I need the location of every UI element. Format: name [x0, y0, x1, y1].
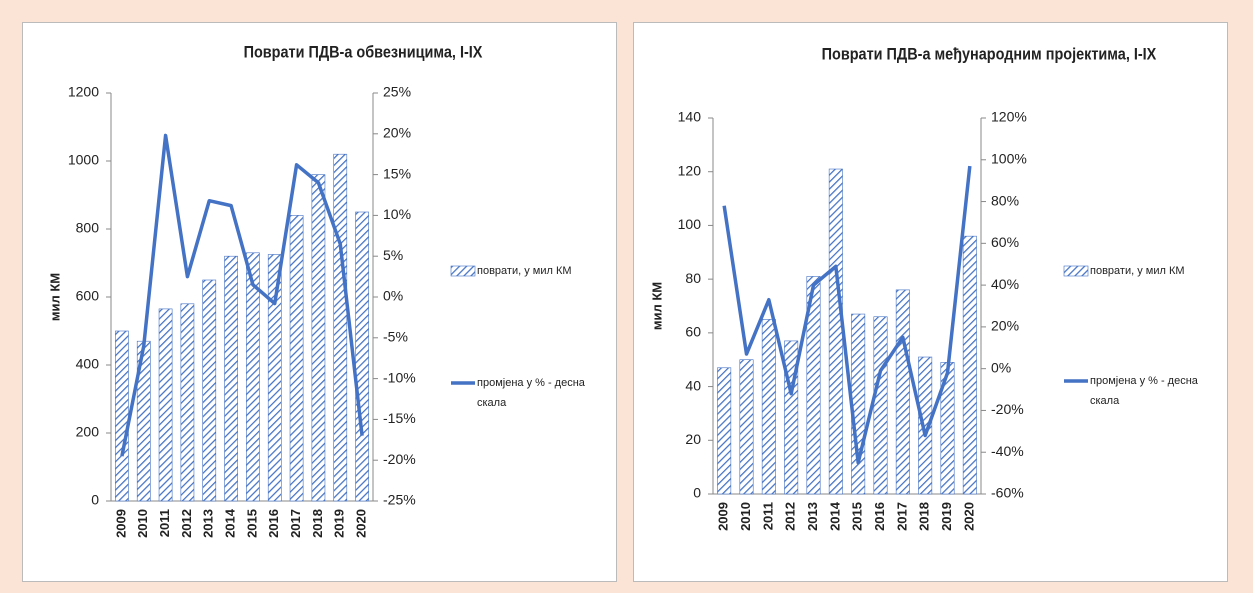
- x-tick-label: 2011: [157, 509, 172, 537]
- bar: [739, 359, 754, 495]
- bar: [267, 254, 282, 502]
- y-tick-label: 0: [91, 492, 99, 508]
- y2-tick-label: -5%: [383, 329, 408, 345]
- bar: [333, 153, 348, 502]
- y2-tick-label: 20%: [991, 318, 1019, 334]
- x-tick-label: 2016: [266, 509, 281, 538]
- x-tick-label: 2018: [310, 509, 325, 538]
- bar: [895, 289, 910, 495]
- bar: [761, 319, 776, 495]
- y-tick-label: 600: [76, 288, 100, 304]
- legend-swatch: [450, 265, 476, 277]
- bar: [355, 211, 369, 502]
- chart-panel: Поврати ПДВ-а обвезницима, I-IX мил КМ 0 20…: [22, 22, 617, 582]
- line-series: [120, 133, 364, 457]
- chart-title: Поврати ПДВ-а обвезницима, I-IX: [244, 43, 483, 61]
- y-tick-label: 20: [685, 431, 701, 447]
- x-tick-label: 2015: [850, 502, 865, 531]
- x-tick-label: 2020: [961, 502, 976, 531]
- y-axis-label: мил КМ: [649, 282, 664, 330]
- bar: [158, 308, 173, 502]
- y2-tick-label: -15%: [383, 410, 416, 426]
- y2-tick-label: 20%: [383, 125, 411, 141]
- y2-tick-label: -20%: [991, 401, 1024, 417]
- x-tick-label: 2010: [738, 502, 753, 531]
- y2-tick-label: -10%: [383, 369, 416, 385]
- bar: [828, 168, 843, 495]
- x-tick-label: 2011: [760, 502, 775, 530]
- y-tick-label: 100: [678, 216, 702, 232]
- bar: [180, 303, 195, 502]
- y2-tick-label: -20%: [383, 451, 416, 467]
- y2-tick-label: 60%: [991, 234, 1019, 250]
- legend-swatch: [1063, 265, 1089, 277]
- x-tick-label: 2015: [244, 509, 259, 538]
- chart-title: Поврати ПДВ-а међународним пројектима, I…: [822, 45, 1157, 63]
- bar: [851, 313, 866, 495]
- y-axis-label: мил КМ: [47, 273, 62, 321]
- x-tick-label: 2012: [179, 509, 194, 538]
- y-tick-label: 400: [76, 356, 100, 372]
- y2-tick-label: -60%: [991, 485, 1024, 501]
- line-series: [722, 165, 972, 465]
- bar: [717, 367, 732, 495]
- y2-tick-label: 0%: [991, 359, 1011, 375]
- chart: Поврати ПДВ-а обвезницима, I-IX мил КМ 0 20…: [47, 43, 483, 538]
- x-tick-label: 2013: [805, 502, 820, 531]
- y-tick-label: 140: [678, 109, 702, 125]
- legend-label: поврати, у мил КМ: [1090, 265, 1185, 277]
- legend-label: промјена у % - десна скала: [1090, 375, 1198, 407]
- y-tick-label: 40: [685, 377, 701, 393]
- x-tick-label: 2014: [223, 508, 238, 538]
- y2-tick-label: -25%: [383, 492, 416, 508]
- x-tick-label: 2016: [872, 502, 887, 531]
- bar: [873, 316, 888, 495]
- y2-tick-label: 120%: [991, 109, 1027, 125]
- x-tick-label: 2009: [716, 502, 731, 531]
- x-tick-label: 2014: [827, 501, 842, 531]
- x-tick-label: 2012: [783, 502, 798, 531]
- y-tick-label: 80: [685, 270, 701, 286]
- x-tick-label: 2017: [288, 509, 303, 538]
- y-tick-label: 0: [693, 485, 701, 501]
- y2-tick-label: 100%: [991, 150, 1027, 166]
- x-tick-label: 2019: [332, 509, 347, 538]
- x-tick-label: 2017: [894, 502, 909, 531]
- y-tick-label: 1200: [68, 84, 99, 100]
- x-tick-label: 2013: [201, 509, 216, 538]
- bar: [224, 255, 238, 502]
- chart-panel: Поврати ПДВ-а међународним пројектима, I…: [633, 22, 1228, 582]
- y-tick-label: 800: [76, 220, 100, 236]
- y-tick-label: 120: [678, 162, 702, 178]
- bar: [918, 356, 933, 495]
- y2-tick-label: 0%: [383, 288, 403, 304]
- x-tick-label: 2019: [939, 502, 954, 531]
- y2-tick-label: 25%: [383, 84, 411, 100]
- y2-tick-label: 5%: [383, 247, 403, 263]
- y-tick-label: 60: [685, 324, 701, 340]
- y2-tick-label: 15%: [383, 165, 411, 181]
- x-tick-label: 2020: [354, 509, 369, 538]
- chart: Поврати ПДВ-а међународним пројектима, I…: [649, 45, 1157, 531]
- bar: [289, 215, 304, 502]
- bar: [962, 235, 977, 495]
- bar: [202, 279, 217, 502]
- legend-label: промјена у % - десна скала: [477, 377, 585, 409]
- bar: [311, 174, 326, 502]
- y2-tick-label: 80%: [991, 192, 1019, 208]
- y2-tick-label: 40%: [991, 276, 1019, 292]
- y-tick-label: 1000: [68, 152, 99, 168]
- y-tick-label: 200: [76, 424, 100, 440]
- x-tick-label: 2018: [917, 502, 932, 531]
- x-tick-label: 2010: [135, 509, 150, 538]
- x-tick-label: 2009: [113, 509, 128, 538]
- y2-tick-label: 10%: [383, 206, 411, 222]
- bar: [246, 252, 260, 502]
- bar: [806, 276, 821, 495]
- y2-tick-label: -40%: [991, 443, 1024, 459]
- bar: [115, 330, 129, 502]
- legend-label: поврати, у мил КМ: [477, 265, 572, 277]
